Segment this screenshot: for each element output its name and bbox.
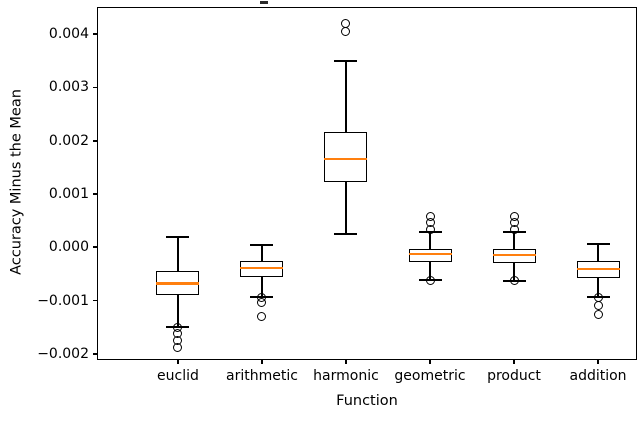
outlier-marker [257, 312, 267, 322]
y-tick-label: 0.001 [48, 185, 89, 202]
cap-upper [586, 243, 610, 245]
y-tick [93, 86, 97, 89]
y-tick-label: 0.002 [48, 132, 89, 149]
x-tick-label: geometric [394, 368, 466, 384]
whisker-upper [597, 244, 599, 261]
cap-upper [166, 235, 190, 238]
outlier-marker [341, 26, 351, 36]
outlier-marker [593, 309, 603, 319]
median-line [240, 266, 284, 270]
box-rect [408, 248, 452, 263]
y-tick [93, 139, 97, 142]
x-tick-label: addition [569, 368, 627, 384]
median-line [492, 253, 536, 256]
whisker-upper [177, 236, 179, 272]
whisker-upper [513, 232, 515, 250]
y-tick-label: 0.000 [48, 239, 89, 256]
whisker-upper [429, 232, 431, 249]
x-tick-label: harmonic [313, 368, 379, 384]
plot-area [97, 7, 637, 360]
outlier-marker [509, 276, 519, 286]
whisker-lower [513, 262, 515, 281]
median-line [156, 282, 200, 285]
outlier-marker [593, 292, 603, 302]
y-tick [93, 246, 97, 249]
outlier-marker [593, 301, 603, 311]
whisker-upper [345, 61, 347, 133]
cap-upper [250, 243, 274, 246]
whisker-upper [261, 244, 263, 261]
y-tick-label: −0.002 [37, 345, 89, 362]
outlier-marker [173, 342, 183, 352]
y-tick [93, 193, 97, 195]
outlier-marker [509, 225, 519, 235]
x-tick [177, 360, 179, 364]
whisker-lower [261, 276, 263, 298]
y-tick-label: −0.001 [37, 292, 89, 309]
box-rect [324, 132, 368, 182]
y-tick-label: 0.004 [48, 26, 89, 43]
x-tick-label: arithmetic [226, 368, 298, 384]
median-line [408, 253, 452, 256]
x-tick [345, 360, 347, 364]
y-tick [93, 33, 97, 36]
x-tick [429, 360, 431, 364]
x-tick [597, 360, 599, 364]
whisker-lower [345, 181, 347, 234]
y-tick [93, 299, 97, 302]
median-line [576, 268, 620, 271]
median-line [324, 158, 368, 161]
cap-upper [334, 60, 358, 63]
whisker-lower [597, 277, 599, 297]
whisker-lower [177, 295, 179, 328]
y-tick [93, 352, 97, 355]
x-tick-label: product [487, 368, 541, 384]
y-tick-label: 0.003 [48, 79, 89, 96]
x-tick-label: euclid [157, 368, 199, 384]
x-axis-label: Function [336, 393, 398, 409]
x-tick [261, 360, 263, 364]
cap-lower [334, 233, 358, 235]
x-tick [513, 360, 515, 364]
outlier-marker [257, 298, 267, 308]
box-rect [492, 249, 536, 263]
cropped-title-mark [260, 1, 268, 4]
outlier-marker [425, 224, 435, 234]
outlier-marker [425, 276, 435, 286]
whisker-lower [429, 262, 431, 281]
